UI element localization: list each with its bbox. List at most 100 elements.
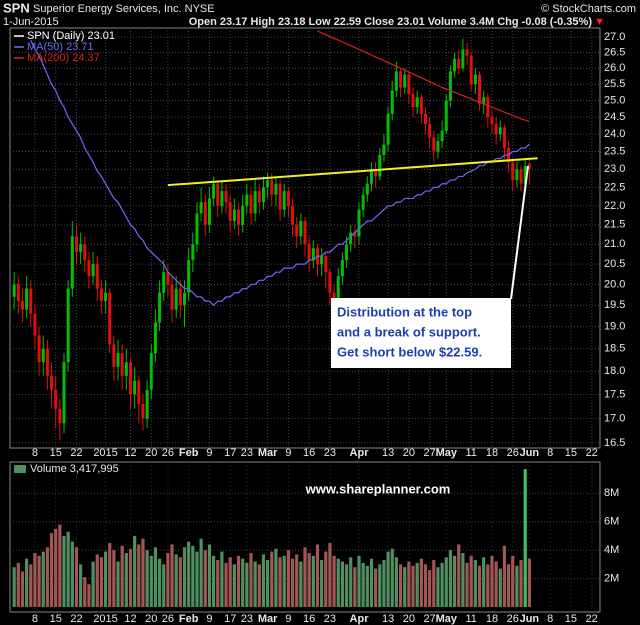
x-tick-label: 2015: [93, 613, 117, 625]
candle-body: [195, 213, 199, 245]
volume-bar: [290, 558, 295, 607]
volume-bar: [62, 535, 66, 607]
candle-body: [486, 97, 490, 118]
candle-body: [37, 335, 41, 363]
x-tick-label: 8: [547, 447, 553, 459]
candle-body: [124, 362, 128, 376]
volume-bar: [369, 558, 374, 607]
volume-bar: [170, 544, 174, 607]
candle-body: [502, 127, 506, 149]
volume-bar: [16, 562, 20, 607]
volume-bar: [211, 555, 216, 607]
candle-body: [469, 55, 473, 85]
volume-bar: [54, 528, 58, 607]
y-tick-label: 23.5: [604, 145, 625, 157]
candle-body: [303, 221, 307, 245]
x-tick-label: 16: [303, 447, 315, 459]
candle-body: [54, 389, 58, 409]
candle-body: [133, 380, 137, 395]
x-tick-label: 20: [403, 613, 415, 625]
volume-bar: [386, 551, 390, 607]
candle-body: [29, 288, 33, 314]
volume-bar: [390, 548, 394, 607]
candle-body: [170, 284, 174, 310]
candle-body: [45, 348, 49, 376]
volume-bar: [349, 557, 353, 607]
candle-body: [482, 97, 486, 104]
candle-body: [415, 97, 419, 108]
candle-body: [428, 123, 432, 138]
volume-bar: [357, 555, 361, 607]
x-tick-label: 16: [303, 613, 315, 625]
volume-legend-swatch: [14, 465, 26, 473]
candle-body: [295, 224, 299, 237]
volume-bar: [303, 547, 307, 607]
x-tick-label: Mar: [258, 613, 278, 625]
candle-body: [311, 248, 315, 261]
x-tick-label: 15: [50, 613, 62, 625]
volume-bar: [112, 550, 116, 607]
candle-body: [70, 236, 74, 289]
candle-body: [478, 74, 482, 104]
x-tick-label: 11: [465, 447, 476, 459]
volume-bar: [79, 564, 83, 607]
trendline: [167, 157, 538, 187]
volume-bar: [494, 561, 498, 607]
volume-bar: [249, 552, 253, 607]
x-tick-label: 22: [586, 613, 598, 625]
candle-body: [228, 202, 232, 222]
candle-body: [440, 130, 444, 142]
x-tick-label: 13: [382, 447, 394, 459]
candle-body: [490, 117, 494, 124]
legend-entry: MA(50) 23.71: [27, 41, 94, 53]
candle-body: [257, 191, 261, 203]
volume-bar: [207, 544, 212, 607]
candle-body: [527, 163, 531, 169]
x-tick-label: 27: [424, 613, 436, 625]
x-tick-label: 9: [206, 613, 212, 625]
candle-body: [286, 191, 290, 206]
volume-bar: [320, 560, 324, 607]
x-tick-label: Mar: [258, 447, 278, 459]
candle-body: [120, 353, 124, 376]
x-tick-label: 15: [50, 447, 62, 459]
x-tick-label: 15: [565, 613, 577, 625]
volume-bar: [394, 557, 399, 607]
volume-bar: [74, 547, 79, 607]
volume-bar: [523, 469, 527, 607]
volume-bar: [502, 545, 507, 607]
annotation-box: [331, 298, 511, 368]
volume-bar: [91, 561, 95, 607]
y-tick-label: 8M: [604, 487, 619, 499]
candle-body: [403, 74, 407, 88]
volume-bar: [99, 557, 104, 607]
y-tick-label: 22.0: [604, 200, 625, 212]
annotation-text: and a break of support.: [337, 324, 481, 339]
candle-body: [345, 244, 349, 261]
candle-body: [498, 127, 502, 135]
y-tick-label: 16.5: [604, 437, 625, 449]
volume-bar: [465, 562, 469, 607]
candle-body: [25, 288, 29, 310]
y-tick-label: 26.5: [604, 46, 625, 58]
volume-bar: [511, 555, 515, 607]
volume-bar: [103, 551, 108, 607]
candle-body: [423, 113, 427, 124]
moving-average-line: [30, 39, 530, 307]
candle-body: [41, 348, 45, 363]
candle-body: [187, 260, 191, 293]
candle-body: [216, 183, 220, 206]
volume-panel: [9, 461, 601, 613]
x-tick-label: 23: [324, 447, 336, 459]
candle-body: [83, 244, 87, 261]
volume-bar: [157, 558, 162, 607]
volume-bar: [382, 560, 386, 607]
volume-bar: [378, 564, 382, 607]
x-tick-label: 20: [403, 447, 415, 459]
volume-bar: [195, 551, 199, 607]
x-tick-label: 12: [124, 447, 136, 459]
candle-body: [365, 183, 369, 195]
y-tick-label: 22.5: [604, 181, 625, 193]
volume-bar: [58, 524, 62, 607]
candle-body: [419, 97, 423, 114]
